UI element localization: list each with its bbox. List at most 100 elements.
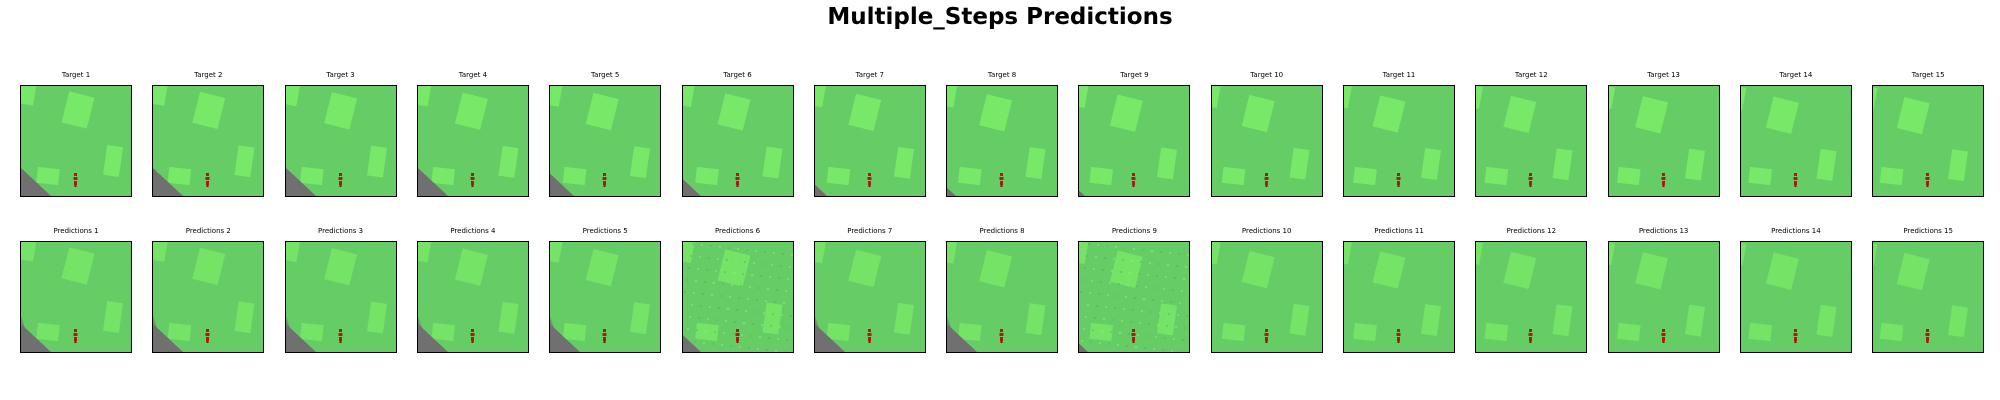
agent-marker [1396, 173, 1401, 187]
field-patch [1353, 322, 1377, 342]
field-patch [153, 242, 169, 262]
scene-render [1608, 86, 1719, 196]
field-patch [1948, 149, 1969, 182]
prediction-panel-title: Predictions 14 [1771, 227, 1821, 235]
field-patch [498, 145, 519, 178]
field-patch [1157, 303, 1178, 336]
agent-marker [205, 329, 210, 343]
field-patch [102, 301, 124, 333]
field-patch [682, 242, 695, 264]
field-patch [1896, 96, 1930, 135]
prediction-image [1210, 241, 1323, 353]
agent-marker [1925, 173, 1930, 187]
field-patch [1353, 166, 1377, 186]
scene-render [1476, 86, 1587, 196]
prediction-panel-title: Predictions 11 [1374, 227, 1424, 235]
prediction-panel-title: Predictions 15 [1903, 227, 1953, 235]
scene-render [1344, 86, 1454, 196]
target-panel-title: Target 8 [987, 71, 1017, 79]
target-panel-title: Target 1 [61, 71, 91, 79]
prediction-panel-title: Predictions 2 [185, 227, 231, 235]
field-patch [192, 91, 226, 130]
field-patch [958, 322, 982, 342]
agent-marker [1131, 173, 1136, 187]
road-area [550, 316, 563, 352]
field-patch [1552, 148, 1573, 181]
field-patch [431, 322, 455, 342]
target-image [1210, 85, 1323, 197]
target-panel-title: Target 4 [458, 71, 488, 79]
prediction-image [681, 241, 794, 353]
prediction-image [20, 241, 132, 353]
prediction-panel-title: Predictions 6 [714, 227, 761, 235]
prediction-image [813, 241, 926, 353]
field-patch [1684, 148, 1705, 181]
scene-render [1344, 242, 1454, 352]
field-patch [234, 301, 255, 334]
field-patch [1289, 303, 1310, 336]
road-area [153, 316, 166, 352]
field-patch [366, 145, 387, 178]
field-patch [285, 242, 300, 263]
field-patch [761, 302, 783, 335]
scene-render [814, 86, 925, 196]
field-patch [1289, 147, 1310, 180]
scene-render [285, 242, 396, 352]
target-image [946, 85, 1059, 197]
scene-render [1740, 86, 1851, 196]
field-patch [1211, 86, 1221, 109]
scene-render [682, 242, 793, 352]
target-panel-title: Target 13 [1647, 71, 1680, 79]
field-patch [958, 166, 982, 186]
road-area [947, 316, 960, 352]
agent-marker [735, 173, 739, 187]
field-patch [947, 86, 958, 108]
field-patch [1344, 242, 1352, 265]
field-patch [1684, 304, 1705, 337]
field-patch [1025, 147, 1046, 180]
field-patch [1816, 148, 1837, 181]
target-panel-title: Target 2 [194, 71, 223, 79]
agent-marker [1661, 329, 1666, 343]
road-area [285, 168, 316, 196]
target-image [681, 85, 794, 197]
target-panel-title: Target 5 [591, 71, 620, 79]
prediction-panel-title: Predictions 7 [847, 227, 893, 235]
scene-render [1608, 242, 1719, 352]
field-patch [1503, 251, 1537, 290]
field-patch [1552, 304, 1573, 337]
agent-marker [338, 173, 343, 187]
prediction-image [946, 241, 1059, 353]
field-patch [192, 247, 226, 286]
field-patch [979, 250, 1013, 288]
road-area [21, 316, 33, 352]
scene-render [550, 242, 661, 352]
prediction-image [152, 241, 265, 353]
scene-render [1740, 242, 1851, 352]
field-patch [1816, 304, 1837, 337]
scene-render [550, 86, 661, 196]
scene-render [285, 86, 396, 196]
field-patch [563, 322, 587, 342]
field-patch [1484, 322, 1509, 342]
target-panel-title: Target 10 [1250, 71, 1284, 79]
field-patch [1765, 96, 1799, 134]
scene-render [153, 242, 264, 352]
field-patch [498, 301, 519, 334]
agent-marker [999, 329, 1004, 343]
target-panel-title: Target 9 [1120, 71, 1149, 79]
field-patch [1157, 147, 1178, 180]
field-patch [167, 322, 192, 342]
target-image [1739, 85, 1852, 197]
field-patch [1948, 305, 1969, 338]
field-patch [153, 86, 169, 106]
agent-marker [1396, 329, 1401, 343]
field-patch [1880, 166, 1904, 186]
field-patch [1616, 166, 1641, 186]
field-patch [550, 86, 563, 107]
road-area [21, 168, 51, 196]
agent-marker [73, 173, 78, 187]
field-patch [893, 146, 914, 179]
agent-marker [1661, 173, 1666, 187]
target-image [20, 85, 132, 197]
